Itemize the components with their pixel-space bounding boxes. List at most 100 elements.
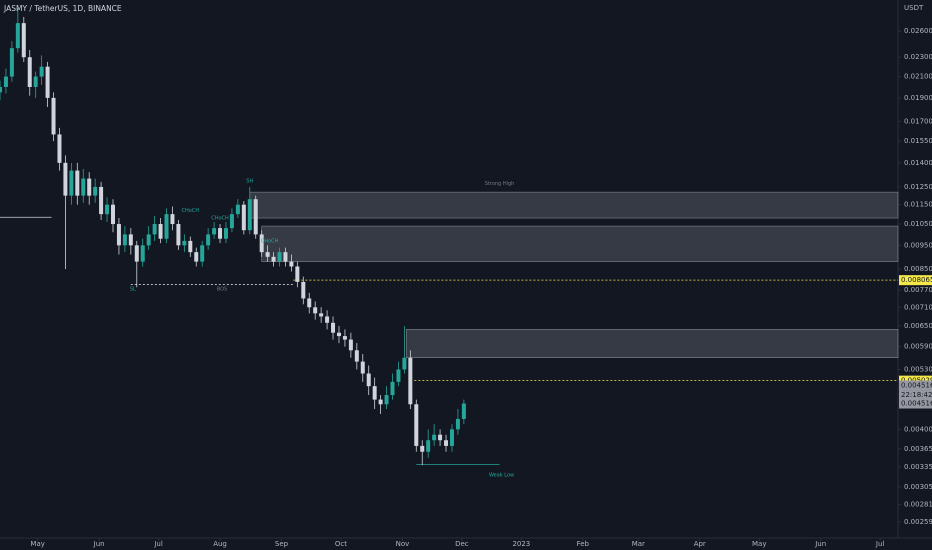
candle-body	[354, 350, 359, 362]
candle-body	[444, 440, 449, 446]
candle-body	[122, 234, 127, 246]
candle-body	[15, 23, 20, 49]
candle-body	[200, 245, 205, 262]
candle-body	[176, 224, 181, 246]
candle-body	[313, 307, 318, 314]
countdown-box	[899, 390, 932, 400]
candle-body	[116, 224, 121, 246]
candle-body	[325, 316, 330, 323]
countdown: 22:18:42	[901, 391, 932, 399]
candle-body	[426, 440, 431, 452]
candle-body	[360, 361, 365, 374]
candle-body	[378, 399, 383, 405]
candle-body	[289, 261, 294, 267]
candle-body	[182, 240, 187, 246]
candle-body	[51, 97, 56, 135]
candle-body	[295, 266, 300, 282]
x-tick-label: May	[30, 540, 44, 548]
candle-body	[259, 234, 264, 253]
candle-body	[461, 403, 466, 419]
x-tick-label: Feb	[577, 540, 590, 548]
candle-body	[218, 228, 223, 239]
candle-body	[87, 178, 92, 196]
candle-body	[128, 234, 133, 246]
candle-body	[99, 186, 104, 215]
candle-body	[63, 162, 68, 196]
candle-body	[223, 228, 228, 239]
candle-body	[283, 252, 288, 262]
x-tick-label: Aug	[213, 540, 227, 548]
candle-body	[9, 48, 14, 77]
x-tick-label: Nov	[396, 540, 410, 548]
price-label: 0.004516	[901, 382, 932, 390]
zone	[249, 191, 899, 219]
candle-body	[348, 339, 353, 351]
candle-body	[438, 434, 443, 441]
candle-body	[455, 418, 460, 430]
candle-body	[188, 240, 193, 253]
candle-body	[69, 170, 74, 196]
candle-body	[271, 256, 276, 262]
x-tick-label: Jul	[153, 540, 163, 548]
x-tick-label: 2023	[512, 540, 530, 548]
candle-body	[45, 66, 50, 98]
chart-title: JASMY / TetherUS, 1D, BINANCE	[3, 4, 122, 13]
y-tick-label: 0.002590	[904, 518, 932, 526]
candle-body	[93, 186, 98, 196]
candle-body	[277, 252, 282, 262]
y-axis-label: USDT	[904, 4, 924, 12]
price-label: 0.004516	[901, 400, 932, 408]
candle-body	[105, 204, 110, 215]
candle-body	[307, 298, 312, 308]
candle-body	[134, 245, 139, 262]
x-tick-label: Jun	[814, 540, 826, 548]
candle-body	[212, 228, 217, 235]
candle-body	[206, 234, 211, 246]
candle-body	[241, 204, 246, 231]
price-label: 0.008065	[901, 276, 932, 284]
candle-body	[366, 373, 371, 387]
x-tick-label: Oct	[335, 540, 347, 548]
candle-body	[384, 395, 389, 405]
candle-body	[3, 76, 8, 87]
annotation: SH	[246, 179, 253, 185]
x-tick-label: Jun	[93, 540, 105, 548]
candle-body	[170, 214, 175, 225]
candle-body	[432, 434, 437, 441]
annotation: BOS	[217, 287, 227, 293]
annotation: Weak Low	[489, 472, 514, 478]
x-tick-label: Jul	[875, 540, 885, 548]
candle-body	[110, 204, 115, 225]
zone	[406, 329, 899, 359]
price-label-box	[899, 398, 932, 409]
candle-body	[33, 76, 38, 87]
candle-body	[247, 199, 252, 231]
candle-body	[57, 134, 62, 163]
candle-body	[0, 86, 2, 93]
zone	[261, 225, 899, 262]
candle-body	[390, 381, 395, 396]
annotation: SL	[130, 287, 136, 293]
annotation: CHoCH	[211, 216, 229, 222]
candle-body	[146, 234, 151, 246]
